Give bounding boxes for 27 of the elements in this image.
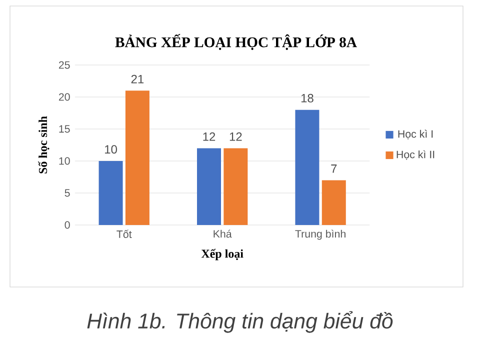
bar bbox=[322, 180, 346, 225]
x-tick-label: Trung bình bbox=[295, 230, 346, 240]
y-tick-label: 5 bbox=[64, 189, 70, 197]
bar bbox=[98, 160, 123, 225]
data-label: 18 bbox=[301, 94, 314, 102]
y-tick-label: 0 bbox=[64, 221, 70, 229]
bar bbox=[224, 148, 248, 225]
x-axis-title: Xếp loại bbox=[201, 248, 244, 260]
data-label: 21 bbox=[131, 74, 144, 84]
y-tick-label: 25 bbox=[58, 61, 70, 69]
x-tick-label: Khá bbox=[214, 230, 232, 238]
bar bbox=[125, 90, 150, 225]
chart-title: BẢNG XẾP LOẠI HỌC TẬP LỚP 8A bbox=[115, 34, 357, 50]
data-label: 10 bbox=[105, 145, 117, 154]
text: Hình 1b. Thông tin dạng biểu đồ bbox=[87, 311, 393, 333]
bar bbox=[295, 110, 320, 225]
y-tick-label: 15 bbox=[59, 125, 70, 133]
legend-label: Học kì II bbox=[396, 150, 434, 160]
data-label: 12 bbox=[230, 132, 242, 141]
y-axis-title: Số học sinh bbox=[38, 116, 50, 174]
y-tick-label: 10 bbox=[59, 157, 70, 165]
x-tick-label: Tốt bbox=[116, 230, 132, 238]
data-label: 7 bbox=[331, 164, 337, 173]
y-tick-label: 20 bbox=[58, 93, 70, 101]
bar bbox=[197, 148, 222, 225]
legend-label: Học kì I bbox=[398, 130, 433, 140]
data-label: 12 bbox=[203, 132, 216, 141]
